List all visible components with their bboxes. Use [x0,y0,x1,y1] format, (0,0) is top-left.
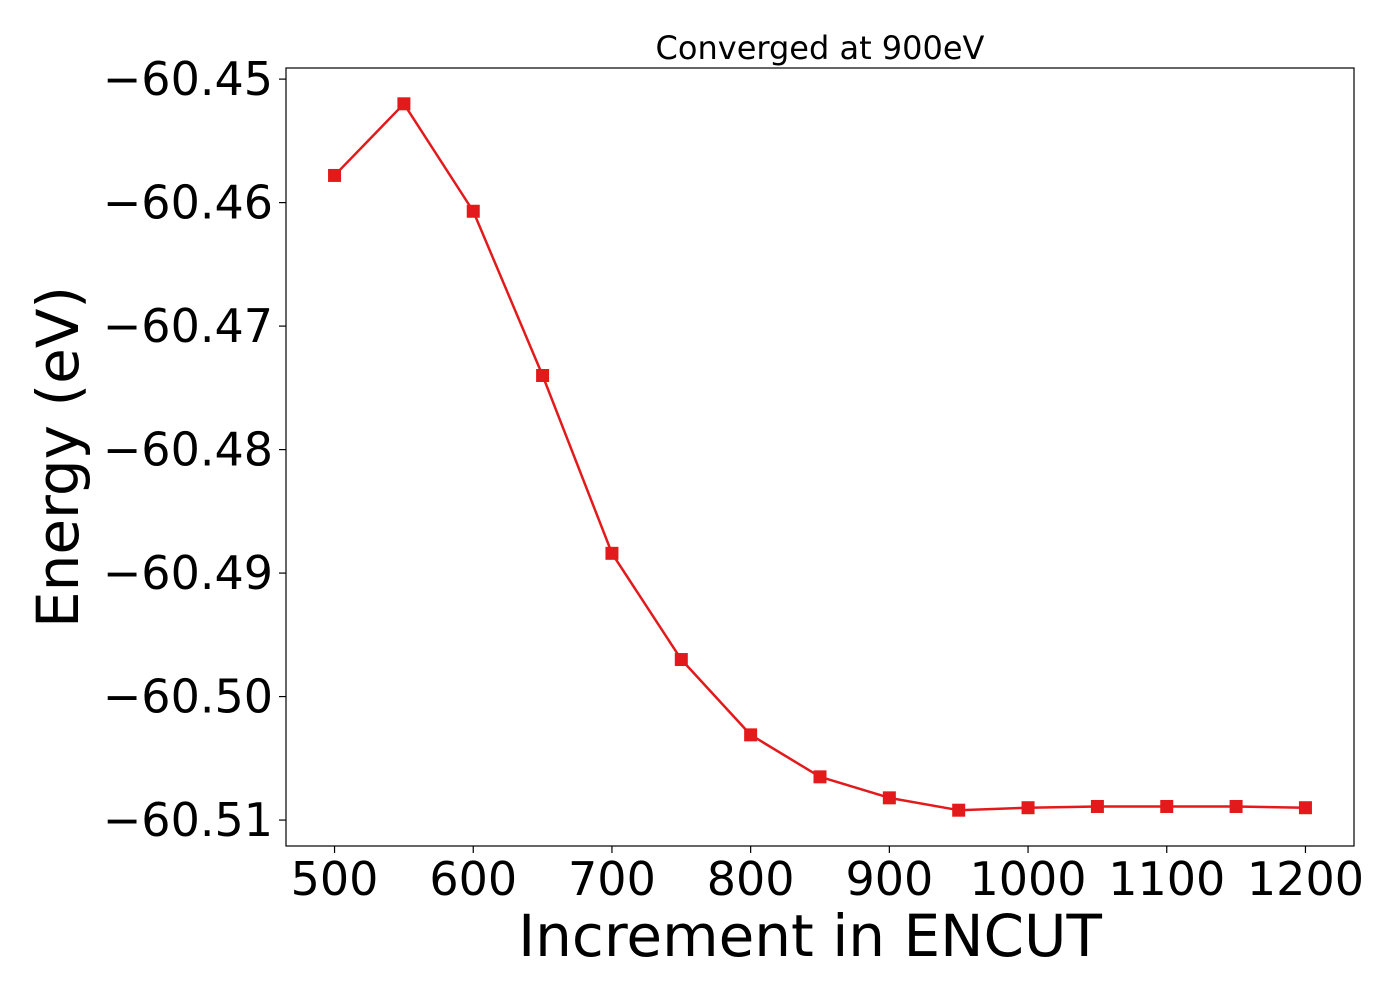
x-tick-label: 1100 [1108,852,1225,906]
y-axis-label: Energy (eV) [24,286,92,628]
data-point [1160,799,1174,813]
data-point [1298,801,1312,815]
x-tick-label: 600 [429,852,517,906]
data-point [744,728,758,742]
y-tick-label: −60.49 [103,546,273,600]
x-axis-label: Increment in ENCUT [518,902,1102,970]
data-point [1021,801,1035,815]
y-tick-label: −60.46 [103,176,273,230]
data-point [1229,799,1243,813]
x-tick-label: 800 [707,852,795,906]
data-point [328,168,342,182]
x-axis-ticks: 500 600 700 800 900 1000 1100 1200 [291,846,1364,906]
x-tick-label: 1200 [1247,852,1364,906]
y-tick-label: −60.50 [103,670,273,724]
plot-frame [285,67,1355,847]
data-point [674,653,688,667]
data-point [605,546,619,560]
data-point [882,791,896,805]
data-point [952,803,966,817]
x-tick-label: 500 [291,852,379,906]
y-axis-ticks: −60.45 −60.46 −60.47 −60.48 −60.49 −60.50 −60.… [103,52,286,847]
x-tick-label: 700 [568,852,656,906]
data-point [397,97,411,111]
data-point [466,204,480,218]
data-point [1090,799,1104,813]
chart-title: Converged at 900eV [656,29,985,67]
data-point [813,770,827,784]
y-tick-label: −60.51 [103,793,273,847]
y-tick-label: −60.45 [103,52,273,106]
series-layer [328,97,1312,817]
data-point [536,369,550,382]
x-tick-label: 1000 [970,852,1087,906]
y-tick-label: −60.47 [103,299,273,353]
y-tick-label: −60.48 [103,423,273,477]
x-tick-label: 900 [845,852,933,906]
series-line [333,102,1306,812]
